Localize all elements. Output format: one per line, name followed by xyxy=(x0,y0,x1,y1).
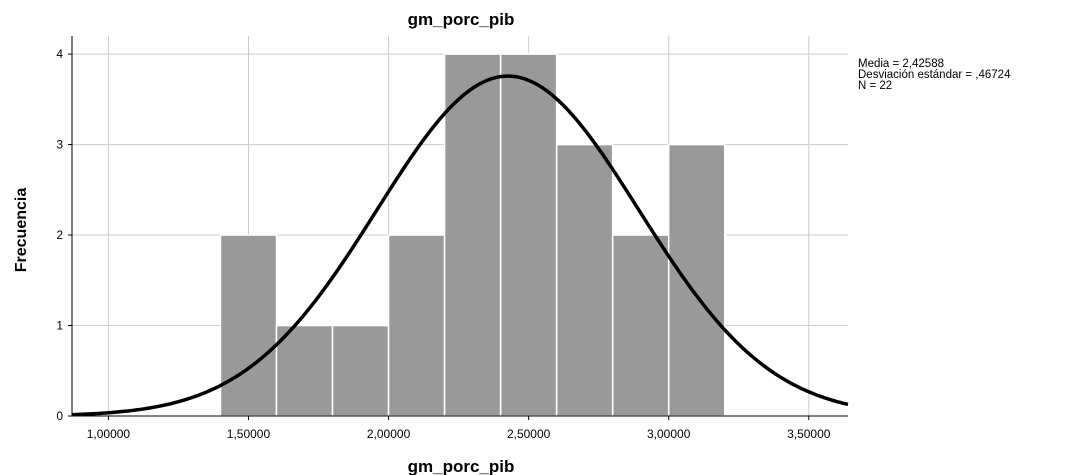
x-tick-label-3: 2,50000 xyxy=(507,427,551,441)
x-tick-label-5: 3,50000 xyxy=(787,427,831,441)
chart-title: gm_porc_pib xyxy=(408,10,515,29)
normal-curve xyxy=(71,74,849,417)
histogram-bar-5 xyxy=(499,53,558,417)
stats-n: N = 22 xyxy=(858,80,893,92)
x-tick-label-4: 3,00000 xyxy=(647,427,691,441)
x-axis-label: gm_porc_pib xyxy=(408,457,515,475)
x-tick-label-2: 2,00000 xyxy=(367,427,411,441)
y-tick-label-3: 3 xyxy=(56,138,63,152)
y-tick-label-1: 1 xyxy=(56,319,63,333)
y-tick-label-0: 0 xyxy=(56,409,63,423)
stats-mean: Media = 2,42588 xyxy=(858,58,944,70)
histogram-bar-3 xyxy=(387,234,446,417)
stats-legend: Media = 2,42588 Desviación estándar = ,4… xyxy=(858,58,1011,92)
histogram-bar-0 xyxy=(219,234,278,417)
axes xyxy=(68,36,848,420)
y-axis-label: Frecuencia xyxy=(13,188,30,273)
x-tick-label-0: 1,00000 xyxy=(87,427,131,441)
x-tick-label-1: 1,50000 xyxy=(227,427,271,441)
histogram-bar-8 xyxy=(667,143,726,417)
tick-labels: 1,00000 1,50000 2,00000 2,50000 3,00000 3,500… xyxy=(56,47,830,441)
y-tick-label-2: 2 xyxy=(56,228,63,242)
y-tick-label-4: 4 xyxy=(56,47,63,61)
histogram-bar-1 xyxy=(275,324,334,417)
histogram-bar-2 xyxy=(331,324,390,417)
histogram-bar-7 xyxy=(611,234,670,417)
stats-sd: Desviación estándar = ,46724 xyxy=(858,69,1011,81)
histogram-bar-4 xyxy=(443,53,502,417)
histogram-bar-6 xyxy=(555,143,614,417)
histogram-bars xyxy=(219,53,726,417)
